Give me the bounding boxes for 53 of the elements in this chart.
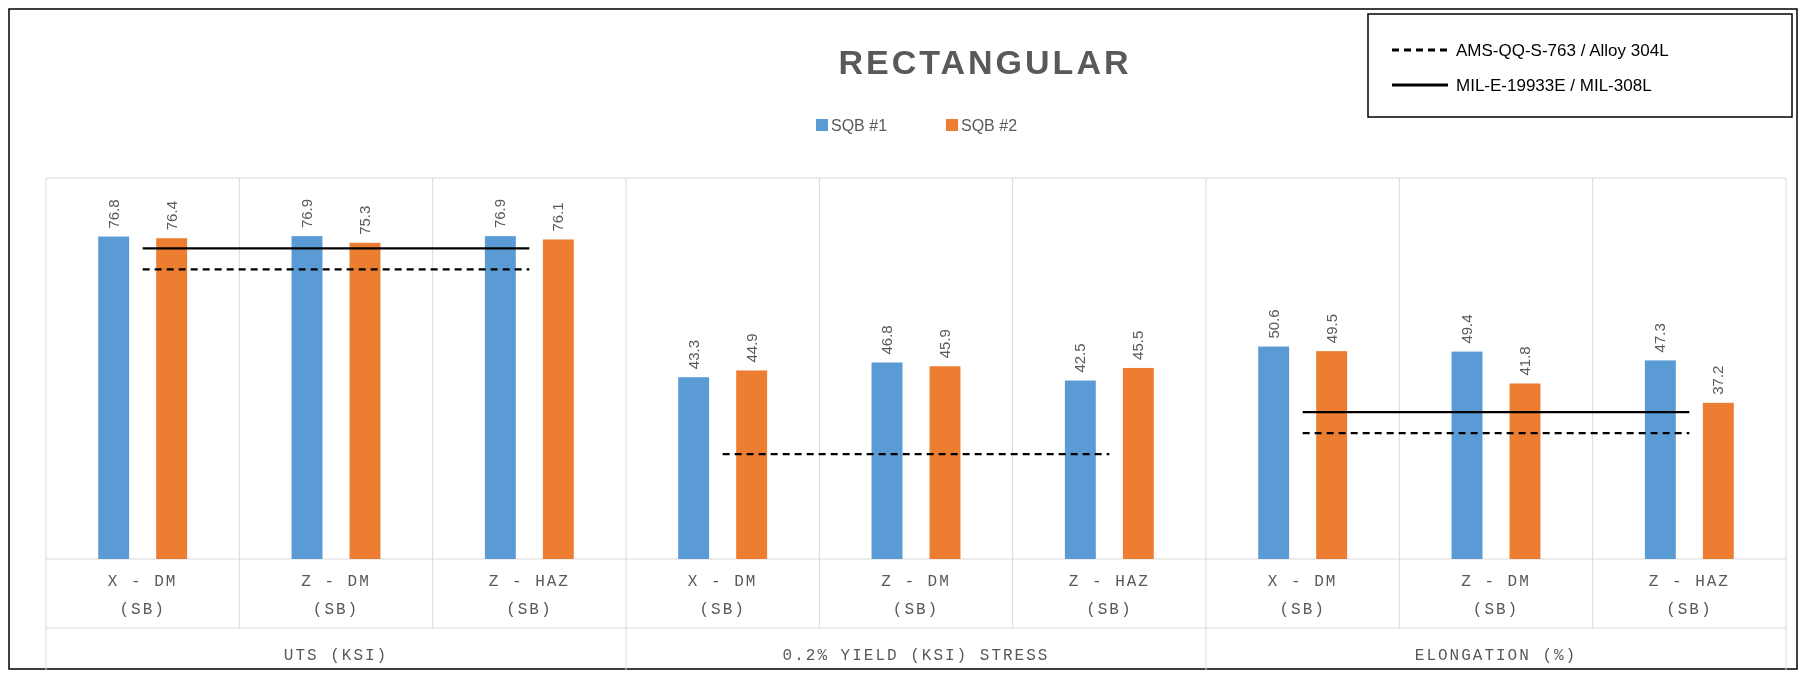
bar — [1509, 383, 1541, 559]
legend-label: SQB #1 — [831, 117, 888, 134]
x-tick-label: X - DM (SB) — [107, 573, 178, 619]
bar — [484, 236, 516, 559]
data-label: 41.8 — [1516, 346, 1533, 376]
bar — [871, 362, 903, 559]
data-label: 44.9 — [742, 333, 760, 363]
data-label: 42.5 — [1071, 343, 1089, 373]
legend-label: SQB #2 — [961, 117, 1018, 134]
bar — [1702, 402, 1734, 559]
bar — [678, 377, 710, 559]
bar — [1644, 360, 1676, 559]
text: 0.2% YIELD (KSI) STRESS — [782, 647, 1050, 665]
data-label: 50.6 — [1264, 309, 1282, 339]
bar — [1451, 351, 1483, 559]
data-label: 49.4 — [1458, 314, 1475, 344]
x-tick-label: X - DM (SB) — [1267, 573, 1338, 619]
chart-title: RECTANGULAR — [838, 43, 1132, 81]
legend-label: MIL-E-19933E / MIL-308L — [1456, 76, 1652, 95]
x-tick-label: Z - DM (SB) — [881, 573, 951, 619]
bar — [156, 238, 188, 559]
bar — [542, 239, 574, 559]
x-tick-label: Z - HAZ (SB) — [488, 573, 570, 619]
bar — [1258, 346, 1290, 559]
x-tick-label: Z - HAZ (SB) — [1648, 573, 1730, 619]
bar — [1064, 380, 1096, 559]
data-label: 45.9 — [936, 329, 953, 359]
data-label: 46.8 — [878, 325, 895, 355]
data-label: 37.2 — [1709, 365, 1727, 395]
x-tick-label: Z - DM (SB) — [1461, 573, 1531, 619]
data-label: 76.8 — [104, 199, 122, 229]
bar — [291, 236, 323, 559]
x-tick-label: X - DM (SB) — [687, 573, 758, 619]
bar — [1122, 367, 1154, 559]
bar — [736, 370, 768, 559]
bar — [98, 236, 130, 559]
data-label: 76.4 — [162, 201, 180, 231]
data-label: 49.5 — [1322, 313, 1340, 344]
data-label: 43.3 — [684, 339, 702, 370]
data-label: 76.9 — [298, 198, 315, 229]
x-tick-label: Z - HAZ (SB) — [1068, 573, 1150, 619]
data-label: 75.3 — [356, 205, 373, 235]
x-tick-label: Z - DM (SB) — [301, 573, 371, 619]
data-label: 47.3 — [1651, 323, 1669, 353]
data-label: 76.1 — [549, 202, 567, 232]
data-label: 45.5 — [1129, 330, 1147, 360]
data-label: 76.9 — [491, 198, 509, 229]
bar — [929, 366, 961, 559]
text: UTS (KSI) — [283, 647, 389, 665]
text: ELONGATION (%) — [1414, 647, 1578, 665]
bar — [349, 242, 381, 559]
bar — [1316, 351, 1348, 559]
legend-label: AMS-QQ-S-763 / Alloy 304L — [1456, 41, 1669, 60]
